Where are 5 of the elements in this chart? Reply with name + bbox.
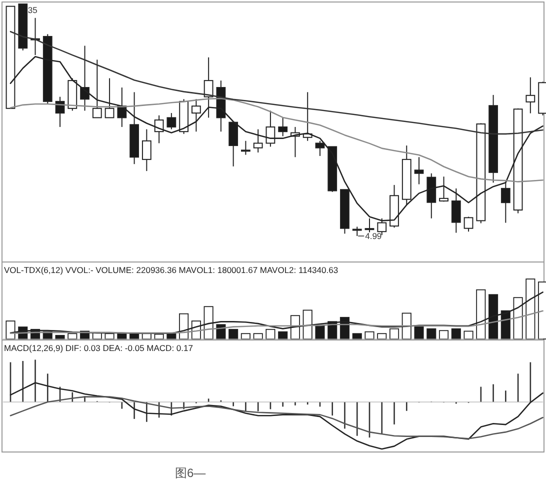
- annotation: 35: [28, 5, 38, 15]
- chart-title: MACD(12,26,9) DIF: 0.03 DEA: -0.05 MACD: 0.17: [4, 343, 194, 353]
- chart-title: VOL-TDX(6,12) VVOL:- VOLUME: 220936.36 MAVOL1: 180001.67 MAVOL2: 114340.63: [4, 265, 338, 275]
- annotation: 4.99: [365, 231, 382, 241]
- caption: 图6—: [175, 466, 206, 480]
